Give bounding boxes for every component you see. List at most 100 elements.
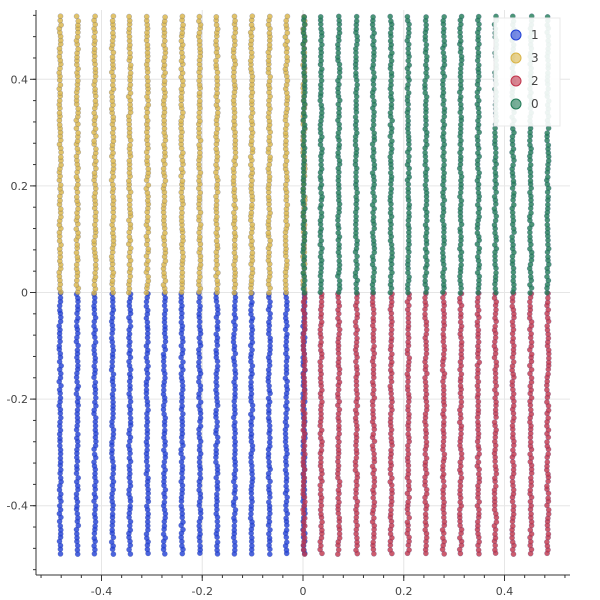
- data-point: [352, 157, 359, 164]
- data-point: [284, 202, 291, 208]
- data-point: [300, 407, 306, 413]
- data-point: [475, 547, 482, 553]
- data-point: [405, 90, 412, 96]
- data-point: [214, 74, 220, 80]
- data-point: [283, 527, 290, 534]
- data-point: [282, 375, 289, 382]
- data-point: [284, 13, 291, 20]
- data-point: [387, 169, 394, 176]
- data-point: [545, 254, 551, 260]
- data-point: [301, 122, 308, 128]
- data-point: [196, 323, 203, 330]
- data-point: [457, 383, 464, 389]
- data-point: [160, 447, 167, 453]
- data-point: [197, 423, 204, 430]
- data-point: [527, 451, 533, 458]
- data-point: [318, 339, 324, 346]
- data-point: [179, 194, 185, 200]
- data-point: [75, 46, 81, 52]
- data-point: [283, 483, 289, 490]
- data-point: [231, 331, 237, 337]
- data-point: [510, 359, 517, 365]
- data-point: [440, 419, 447, 426]
- data-point: [127, 50, 133, 56]
- data-point: [405, 106, 411, 112]
- data-point: [352, 114, 359, 120]
- data-point: [528, 210, 534, 216]
- data-point: [145, 166, 152, 172]
- data-point: [127, 323, 134, 330]
- data-point: [405, 170, 412, 176]
- data-point: [440, 130, 447, 136]
- data-point: [422, 182, 429, 188]
- data-point: [458, 114, 465, 120]
- data-point: [109, 285, 116, 292]
- data-point: [456, 295, 463, 302]
- legend-label-3: 3: [531, 51, 539, 65]
- data-point: [91, 535, 98, 542]
- data-point: [161, 499, 168, 506]
- data-point: [248, 22, 255, 28]
- data-point: [213, 491, 220, 498]
- data-point: [231, 186, 238, 192]
- data-point: [353, 447, 360, 453]
- data-point: [475, 443, 482, 449]
- data-point: [301, 78, 308, 84]
- data-point: [144, 375, 151, 382]
- legend-marker-2: [510, 75, 522, 87]
- data-point: [458, 262, 465, 268]
- data-point: [457, 94, 464, 100]
- data-point: [179, 13, 186, 20]
- data-point: [335, 13, 342, 20]
- data-point: [300, 26, 307, 32]
- data-point: [475, 339, 482, 345]
- data-point: [267, 154, 273, 160]
- data-point: [180, 411, 186, 417]
- data-point: [283, 138, 289, 144]
- legend-label-0: 0: [531, 97, 539, 111]
- data-point: [266, 483, 272, 490]
- data-point: [145, 102, 152, 108]
- data-point: [545, 451, 552, 457]
- data-point: [300, 427, 307, 434]
- data-point: [335, 495, 341, 502]
- data-point: [266, 407, 272, 414]
- data-point: [528, 407, 534, 413]
- data-point: [510, 335, 517, 342]
- data-point: [441, 13, 448, 20]
- data-point: [510, 146, 517, 152]
- data-point: [214, 303, 221, 309]
- data-point: [510, 447, 516, 453]
- data-point: [284, 257, 290, 264]
- data-point: [126, 455, 133, 461]
- data-point: [457, 290, 464, 296]
- data-point: [57, 523, 64, 529]
- data-point: [92, 339, 99, 346]
- data-point: [145, 182, 152, 188]
- data-point: [249, 250, 256, 256]
- data-point: [126, 13, 132, 20]
- data-point: [544, 439, 550, 445]
- data-point: [335, 299, 342, 305]
- data-point: [266, 265, 273, 272]
- data-point: [475, 419, 481, 426]
- data-point: [335, 487, 342, 494]
- data-point: [91, 491, 98, 497]
- data-point: [74, 241, 80, 248]
- data-point: [196, 443, 203, 449]
- data-point: [213, 407, 219, 414]
- data-point: [57, 82, 64, 88]
- data-point: [389, 50, 395, 56]
- data-point: [161, 38, 168, 44]
- legend: 1 3 2 0: [493, 17, 561, 127]
- data-point: [544, 399, 550, 405]
- data-point: [214, 277, 220, 284]
- data-point: [388, 205, 394, 212]
- data-point: [389, 487, 395, 493]
- data-point: [266, 290, 272, 296]
- data-point: [232, 483, 238, 490]
- data-point: [354, 311, 361, 317]
- data-point: [248, 126, 255, 132]
- data-point: [232, 367, 238, 374]
